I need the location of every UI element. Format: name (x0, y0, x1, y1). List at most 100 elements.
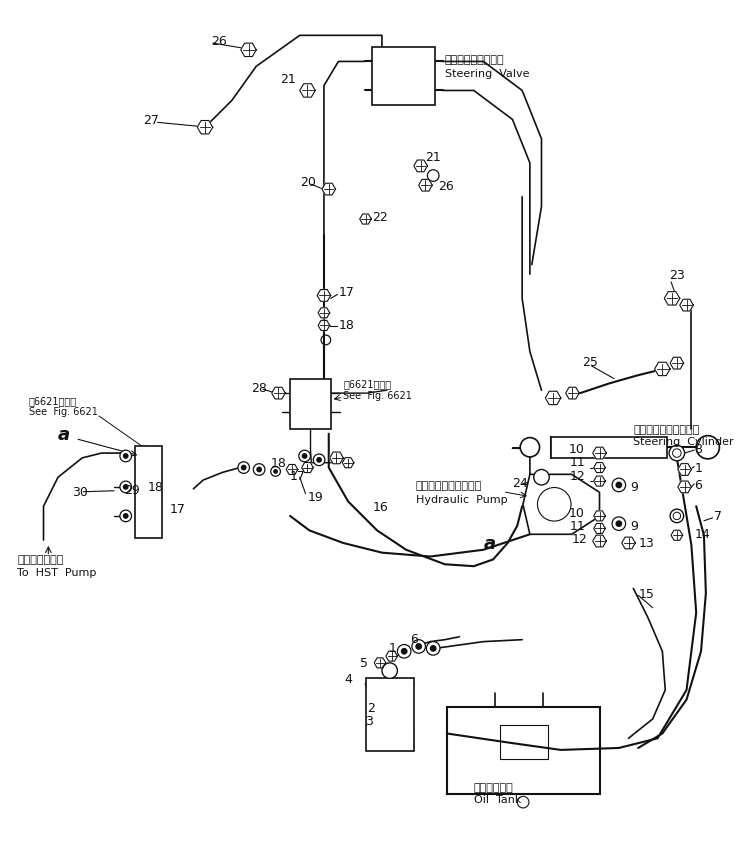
Text: ＨＳＴポンプへ: ＨＳＴポンプへ (17, 555, 64, 565)
Circle shape (382, 663, 397, 678)
Circle shape (256, 467, 262, 473)
Circle shape (241, 465, 246, 471)
Text: 1: 1 (388, 642, 397, 654)
Text: 27: 27 (143, 114, 159, 127)
Circle shape (612, 479, 626, 492)
Polygon shape (386, 651, 397, 661)
Text: 18: 18 (148, 481, 164, 494)
Polygon shape (360, 215, 371, 225)
Text: 12: 12 (572, 532, 587, 545)
Polygon shape (302, 463, 313, 473)
Text: 26: 26 (211, 35, 227, 48)
Text: 21: 21 (280, 73, 296, 86)
Text: ステアリングシリンダ: ステアリングシリンダ (633, 424, 700, 435)
Circle shape (670, 509, 683, 523)
Text: 17: 17 (339, 285, 354, 299)
Polygon shape (286, 465, 298, 475)
Polygon shape (594, 524, 605, 534)
Text: Hydraulic  Pump: Hydraulic Pump (416, 494, 508, 504)
Bar (372, 48, 435, 106)
Text: 26: 26 (438, 180, 454, 193)
Text: 23: 23 (669, 268, 685, 281)
Polygon shape (272, 388, 285, 400)
Text: 6: 6 (694, 479, 702, 492)
Circle shape (238, 463, 249, 474)
Text: 9: 9 (630, 520, 638, 532)
Text: 19: 19 (307, 491, 323, 504)
Circle shape (120, 451, 131, 463)
Text: 21: 21 (426, 151, 441, 164)
Circle shape (316, 458, 322, 463)
Text: 13: 13 (638, 537, 654, 550)
Text: 15: 15 (638, 587, 654, 600)
Polygon shape (678, 481, 692, 493)
Text: Steering  Cylinder: Steering Cylinder (633, 437, 734, 447)
Bar (447, 707, 599, 794)
Text: Steering  Valve: Steering Valve (445, 69, 529, 79)
Polygon shape (330, 452, 343, 464)
Text: 8: 8 (694, 442, 702, 455)
Text: ステアリングバルブ: ステアリングバルブ (445, 55, 505, 66)
Circle shape (120, 481, 131, 493)
Text: Oil  Tank: Oil Tank (474, 794, 521, 804)
Text: 4: 4 (344, 672, 352, 685)
Text: 2: 2 (367, 701, 376, 714)
Circle shape (299, 451, 310, 463)
Text: 10: 10 (569, 442, 585, 455)
Text: 第6621図参照: 第6621図参照 (29, 395, 77, 406)
Text: To  HST  Pump: To HST Pump (17, 567, 97, 578)
Text: 14: 14 (694, 527, 710, 540)
Text: 17: 17 (290, 469, 306, 482)
Text: 16: 16 (372, 500, 388, 513)
Circle shape (302, 453, 307, 459)
Text: 29: 29 (124, 484, 140, 497)
Polygon shape (318, 321, 330, 331)
Circle shape (696, 436, 719, 459)
Polygon shape (419, 180, 433, 192)
Text: 3: 3 (366, 715, 373, 728)
Polygon shape (414, 161, 427, 173)
Text: 5: 5 (360, 657, 368, 670)
Text: 18: 18 (271, 457, 287, 469)
Text: 7: 7 (713, 509, 722, 523)
Polygon shape (374, 658, 386, 668)
Text: 6: 6 (410, 632, 418, 646)
Circle shape (427, 642, 440, 655)
Circle shape (669, 446, 685, 461)
Circle shape (273, 469, 278, 475)
Circle shape (534, 470, 549, 486)
Circle shape (313, 454, 325, 466)
Circle shape (430, 645, 436, 652)
Text: 1: 1 (694, 462, 702, 475)
Text: 11: 11 (569, 456, 585, 469)
Text: 30: 30 (73, 486, 89, 498)
Polygon shape (622, 538, 635, 550)
Circle shape (616, 482, 623, 489)
Circle shape (520, 438, 539, 458)
Circle shape (616, 521, 623, 527)
Circle shape (120, 510, 131, 522)
Circle shape (427, 170, 439, 182)
Polygon shape (594, 476, 605, 486)
Text: 17: 17 (169, 502, 185, 515)
Bar (551, 437, 667, 458)
Text: 28: 28 (252, 382, 267, 394)
Polygon shape (523, 475, 599, 535)
Polygon shape (665, 292, 680, 306)
Polygon shape (198, 121, 213, 135)
Polygon shape (670, 358, 683, 370)
Polygon shape (545, 392, 561, 406)
Circle shape (517, 797, 529, 808)
Text: ハイドロリックポンプ: ハイドロリックポンプ (416, 481, 482, 491)
Circle shape (415, 643, 422, 650)
Polygon shape (655, 363, 670, 377)
Text: 24: 24 (512, 476, 528, 489)
Text: 9: 9 (630, 481, 638, 494)
Bar (290, 379, 330, 429)
Bar (366, 678, 414, 751)
Text: 10: 10 (569, 506, 585, 519)
Text: オイルタンク: オイルタンク (474, 782, 514, 792)
Polygon shape (318, 308, 330, 319)
Polygon shape (594, 463, 605, 473)
Polygon shape (322, 184, 336, 196)
